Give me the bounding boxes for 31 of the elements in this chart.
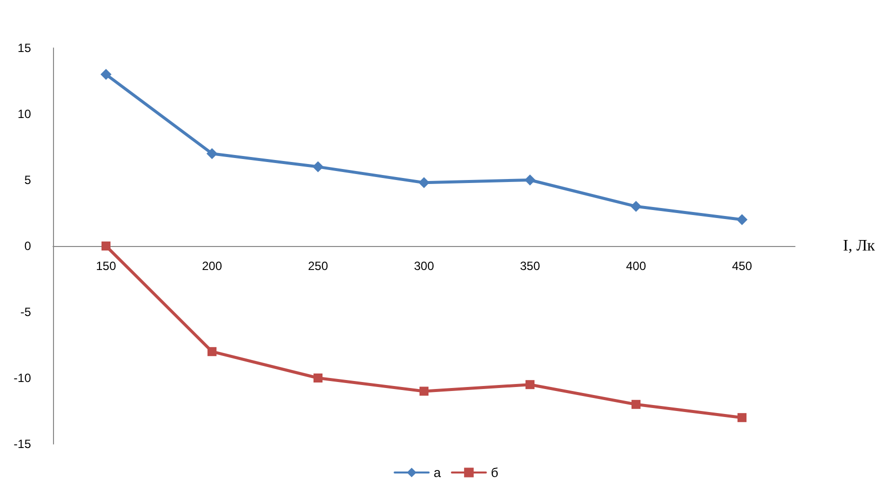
point bbox=[208, 347, 216, 356]
point bbox=[100, 68, 112, 80]
x-tick-label: 250 bbox=[308, 259, 328, 273]
x-tick-label: 150 bbox=[96, 259, 116, 273]
y-tick-label: 0 bbox=[24, 239, 32, 253]
point bbox=[206, 148, 218, 160]
point bbox=[102, 242, 110, 250]
point bbox=[420, 386, 428, 396]
y-tick-label: 15 bbox=[18, 41, 32, 55]
y-tick-label: 10 bbox=[18, 107, 32, 121]
x-tick-label: 300 bbox=[414, 259, 434, 273]
point bbox=[632, 400, 640, 409]
point bbox=[738, 413, 746, 422]
point bbox=[524, 174, 536, 186]
y-tick-label: -5 bbox=[20, 305, 32, 319]
x-tick-label: 200 bbox=[202, 259, 222, 273]
y-tick-label: -15 bbox=[14, 437, 32, 451]
x-axis-title: I, Лк bbox=[843, 238, 876, 254]
point bbox=[314, 374, 322, 382]
x-tick-label: 350 bbox=[520, 259, 540, 273]
y-tick-label: 5 bbox=[24, 173, 32, 187]
point bbox=[312, 161, 324, 172]
x-tick-label: 400 bbox=[626, 259, 646, 273]
legend-label: б bbox=[490, 465, 498, 480]
x-tick-label: 450 bbox=[732, 259, 752, 273]
point bbox=[526, 380, 534, 390]
y-tick-label: -10 bbox=[14, 371, 32, 385]
point bbox=[630, 200, 642, 212]
point bbox=[418, 177, 430, 188]
legend-label: а bbox=[434, 465, 442, 480]
point bbox=[736, 214, 748, 226]
